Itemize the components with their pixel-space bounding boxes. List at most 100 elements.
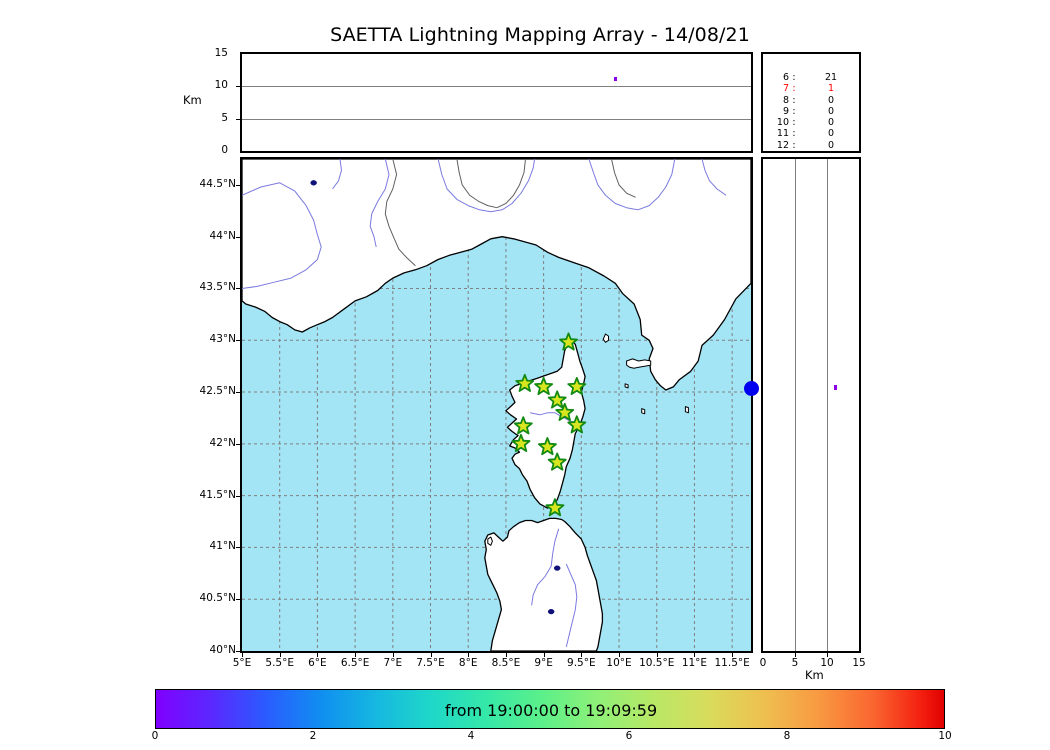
axis-tick-mark	[392, 652, 394, 657]
colorbar-tick-label: 0	[151, 730, 159, 742]
axis-tick-mark	[355, 652, 357, 657]
lake	[553, 565, 561, 571]
station-count-separator: :	[792, 72, 796, 83]
map-borders	[384, 159, 636, 267]
axis-tick-mark	[236, 86, 241, 88]
map-panel[interactable]	[240, 157, 753, 653]
station-marker-icon	[515, 373, 535, 392]
axis-tick-mark	[236, 547, 241, 549]
axis-tick-mark	[236, 651, 241, 652]
latitude-tick-label: 43.5°N	[199, 281, 236, 294]
axis-tick-mark	[505, 652, 507, 657]
gridline	[827, 159, 828, 651]
top-panel-y-axis-label: Km	[183, 93, 202, 107]
axis-tick-mark	[236, 288, 241, 290]
latitude-tick-label: 44°N	[209, 229, 236, 242]
right-panel-x-axis-label: Km	[805, 668, 824, 682]
station-count-separator: :	[792, 94, 796, 106]
river	[369, 159, 390, 248]
axis-tick-mark	[795, 652, 796, 657]
latitude-tick-label: 41°N	[209, 540, 236, 553]
station-count-value: 0	[827, 128, 835, 140]
administrative-border	[456, 159, 498, 209]
station-count-table: 6: 21 7: 1 8: 0 9: 0 10: 0 11: 0 12: 0	[769, 72, 861, 151]
river	[437, 159, 491, 213]
lightning-source-point	[833, 384, 837, 390]
latitude-tick-label: 40°N	[209, 644, 236, 656]
longitude-tick-label: 8°E	[458, 657, 478, 669]
axis-tick-mark	[619, 652, 621, 657]
axis-tick-mark	[430, 652, 432, 657]
landmass-sardinia	[484, 517, 604, 651]
station-marker-icon	[511, 433, 531, 453]
map-rivers	[242, 159, 727, 648]
administrative-border	[611, 159, 636, 198]
station-count-row: 10: 0	[769, 117, 861, 128]
river	[588, 159, 638, 211]
gridline	[242, 118, 751, 120]
longitude-tick-label: 5°E	[232, 657, 252, 669]
station-marker-icon	[555, 402, 575, 421]
station-count-key: 11	[776, 128, 789, 140]
station-marker-icon	[547, 452, 567, 471]
axis-tick-label: 15	[852, 657, 866, 669]
station-marker-icon	[513, 416, 533, 435]
lightning-source-point	[614, 76, 618, 81]
latitude-tick-label: 41.5°N	[199, 488, 236, 501]
longitude-tick-label: 10°E	[606, 657, 632, 669]
axis-tick-label: 15	[214, 47, 228, 59]
axis-tick-mark	[468, 652, 470, 657]
station-count-panel: 6: 21 7: 1 8: 0 9: 0 10: 0 11: 0 12: 0	[761, 52, 861, 153]
longitude-tick-label: 11.5°E	[714, 657, 750, 669]
axis-tick-label: 10	[820, 657, 834, 669]
axis-tick-mark	[317, 652, 319, 657]
axis-tick-mark	[543, 652, 545, 657]
axis-tick-mark	[236, 392, 241, 394]
colorbar-tick-label: 10	[938, 730, 952, 742]
colorbar-tick-label: 8	[783, 730, 791, 742]
station-count-separator: :	[792, 105, 796, 117]
map-station-markers	[511, 332, 587, 517]
landmass-asinara	[487, 536, 493, 546]
longitude-tick-label: 6.5°E	[340, 657, 370, 669]
river	[637, 159, 676, 211]
station-marker-icon	[537, 437, 557, 456]
longitude-tick-label: 11°E	[681, 657, 708, 669]
axis-tick-mark	[236, 599, 241, 601]
axis-tick-mark	[827, 652, 828, 657]
station-count-value: 0	[827, 139, 835, 151]
axis-tick-mark	[236, 340, 241, 342]
station-count-row: 7: 1	[769, 83, 861, 94]
axis-tick-mark	[581, 652, 583, 657]
river	[565, 563, 578, 648]
station-count-row: 8: 0	[769, 95, 861, 106]
station-count-row: 6: 21	[769, 72, 861, 83]
longitude-tick-label: 9.5°E	[567, 657, 596, 669]
colorbar-time-label: from 19:00:00 to 19:09:59	[444, 700, 658, 720]
receiver-marker-icon	[743, 381, 759, 397]
colorbar-tick-label: 6	[625, 730, 633, 742]
river	[701, 159, 727, 196]
station-count-row: 11: 0	[769, 128, 861, 139]
landmass-pianosa	[624, 383, 629, 389]
landmass-giglio	[684, 406, 689, 414]
axis-tick-mark	[236, 118, 241, 120]
axis-tick-label: 0	[759, 657, 767, 669]
latitude-tick-label: 40.5°N	[199, 592, 236, 605]
map-canvas[interactable]	[242, 159, 751, 651]
axis-tick-mark	[732, 652, 734, 657]
station-marker-icon	[545, 498, 565, 517]
landmass-capraia	[602, 333, 609, 343]
river	[242, 234, 322, 289]
administrative-border	[496, 159, 526, 209]
lake	[547, 608, 555, 615]
longitude-tick-label: 5.5°E	[265, 657, 294, 669]
colorbar: from 19:00:00 to 19:09:59	[155, 689, 945, 729]
station-count-separator: :	[792, 83, 796, 95]
river	[531, 528, 560, 606]
landmass-montecristo	[641, 408, 646, 415]
station-count-key: 9	[782, 105, 789, 117]
station-marker-icon	[534, 376, 554, 396]
station-count-row: 12: 0	[769, 140, 861, 151]
station-count-value: 0	[827, 105, 835, 117]
